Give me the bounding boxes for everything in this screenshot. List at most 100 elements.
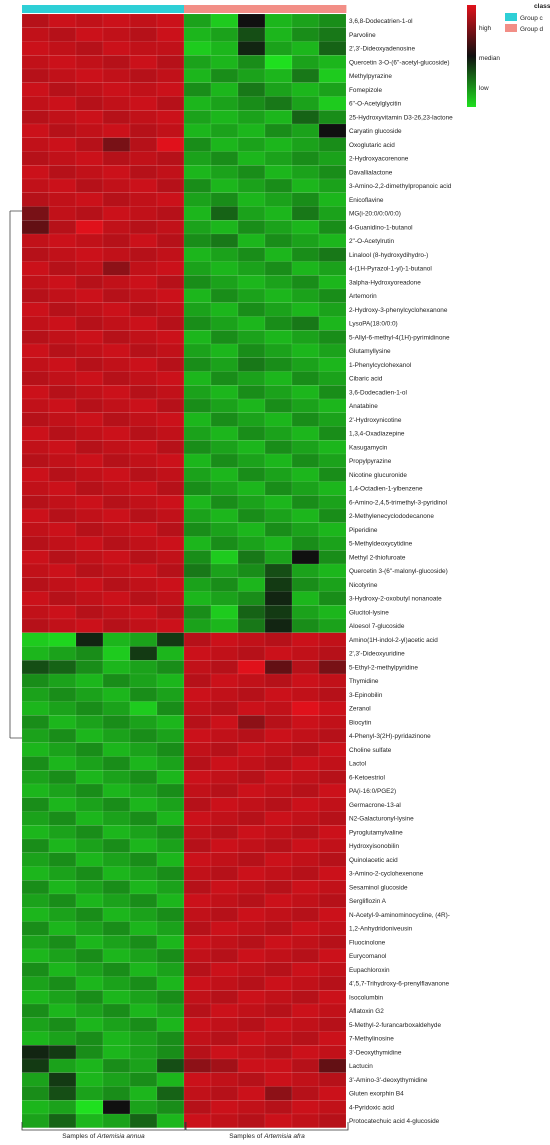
heatmap-cell [129, 220, 158, 235]
heatmap-cell [183, 660, 212, 675]
heatmap-cell [318, 178, 347, 193]
heatmap-cell [156, 976, 185, 991]
heatmap-cell [129, 467, 158, 482]
class-track-cell [49, 5, 77, 13]
heatmap-cell [264, 165, 293, 180]
heatmap-cell [21, 948, 50, 963]
row-label: Enicoflavine [349, 197, 384, 204]
heatmap-cell [102, 660, 131, 675]
heatmap-cell [156, 605, 185, 620]
heatmap-cell [75, 976, 104, 991]
heatmap-cell [48, 673, 77, 688]
heatmap-cell [318, 426, 347, 441]
heatmap-cell [21, 550, 50, 565]
heatmap-cell [264, 137, 293, 152]
heatmap-cell [129, 660, 158, 675]
heatmap-cell [75, 440, 104, 455]
heatmap-cell [183, 426, 212, 441]
heatmap-cell [318, 563, 347, 578]
heatmap-cell [183, 618, 212, 633]
heatmap-cell [264, 770, 293, 785]
heatmap-cell [21, 495, 50, 510]
heatmap-cell [75, 288, 104, 303]
heatmap-cell [183, 137, 212, 152]
heatmap-cell [102, 893, 131, 908]
heatmap-cell [21, 866, 50, 881]
heatmap-cell [129, 151, 158, 166]
heatmap-cell [75, 453, 104, 468]
heatmap-cell [156, 151, 185, 166]
heatmap-cell [21, 151, 50, 166]
heatmap-cell [156, 921, 185, 936]
heatmap-cell [318, 453, 347, 468]
row-label: Quercetin 3-(6''-malonyl-glucoside) [349, 568, 448, 575]
heatmap-cell [210, 1113, 239, 1128]
heatmap-cell [48, 536, 77, 551]
heatmap-cell [48, 151, 77, 166]
heatmap-cell [156, 412, 185, 427]
heatmap-cell [21, 921, 50, 936]
heatmap-cell [156, 398, 185, 413]
heatmap-cell [156, 440, 185, 455]
heatmap-cell [237, 330, 266, 345]
heatmap-cell [291, 453, 320, 468]
heatmap-cell [21, 618, 50, 633]
heatmap-cell [264, 1113, 293, 1128]
heatmap-cell [156, 508, 185, 523]
heatmap-cell [129, 935, 158, 950]
heatmap-cell [264, 385, 293, 400]
heatmap-cell [21, 660, 50, 675]
heatmap-cell [237, 948, 266, 963]
heatmap-cell [129, 68, 158, 83]
heatmap-cell [75, 948, 104, 963]
heatmap-cell [102, 261, 131, 276]
heatmap-cell [183, 728, 212, 743]
heatmap-cell [129, 563, 158, 578]
heatmap-cell [210, 385, 239, 400]
heatmap-cell [156, 371, 185, 386]
heatmap-cell [318, 302, 347, 317]
heatmap-cell [75, 41, 104, 56]
heatmap-cell [75, 137, 104, 152]
heatmap-cell [75, 715, 104, 730]
heatmap-cell [156, 990, 185, 1005]
row-label: 2-Hydroxy-3-phenylcyclohexanone [349, 307, 448, 314]
row-label: Lactucin [349, 1063, 373, 1070]
heatmap-cell [183, 82, 212, 97]
heatmap-cell [183, 962, 212, 977]
heatmap-cell [210, 701, 239, 716]
heatmap-cell [183, 371, 212, 386]
heatmap-cell [210, 770, 239, 785]
heatmap-cell [291, 1100, 320, 1115]
row-label: Quercetin 3-O-(6''-acetyl-glucoside) [349, 59, 449, 66]
heatmap-cell [264, 990, 293, 1005]
bracket-annua [21, 1122, 186, 1131]
heatmap-cell [210, 27, 239, 42]
heatmap-cell [156, 646, 185, 661]
row-label: 3-Amino-2,2-dimethylpropanoic acid [349, 183, 452, 190]
heatmap-cell [156, 536, 185, 551]
heatmap-cell [237, 990, 266, 1005]
heatmap-cell [129, 976, 158, 991]
heatmap-cell [102, 742, 131, 757]
heatmap-cell [264, 522, 293, 537]
heatmap-cell [183, 330, 212, 345]
heatmap-cell [264, 1003, 293, 1018]
heatmap-cell [21, 1017, 50, 1032]
heatmap-cell [75, 838, 104, 853]
heatmap-cell [21, 68, 50, 83]
heatmap-cell [291, 385, 320, 400]
heatmap-cell [21, 783, 50, 798]
heatmap-cell [183, 838, 212, 853]
heatmap-cell [210, 495, 239, 510]
heatmap-cell [318, 27, 347, 42]
row-label: Protocatechuic acid 4-glucoside [349, 1118, 440, 1125]
heatmap-cell [291, 343, 320, 358]
heatmap-cell [318, 550, 347, 565]
row-label: Pyroglutamylvaline [349, 829, 403, 836]
heatmap-cell [48, 206, 77, 221]
heatmap-cell [264, 412, 293, 427]
heatmap-cell [156, 96, 185, 111]
heatmap-cell [237, 137, 266, 152]
heatmap-cell [48, 453, 77, 468]
